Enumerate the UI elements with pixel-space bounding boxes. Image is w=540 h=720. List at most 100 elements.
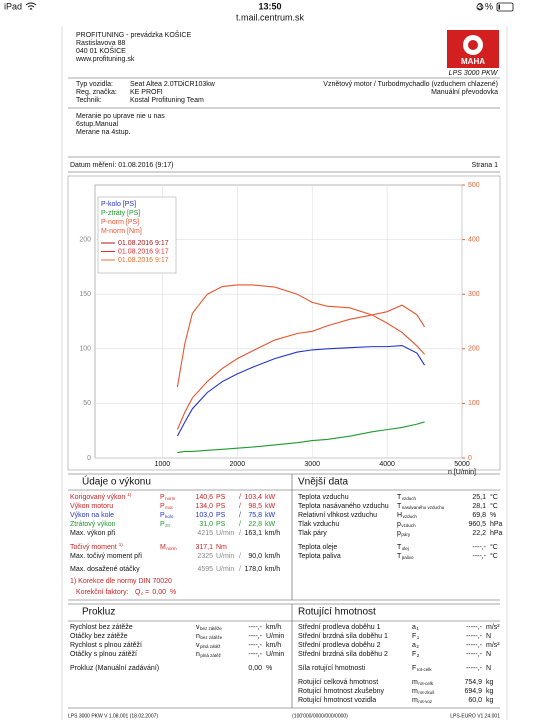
symbol: F <box>412 633 416 640</box>
symbol: H <box>397 512 402 519</box>
row-unit: kg <box>486 679 494 686</box>
symbol-sub: olej <box>402 546 409 551</box>
perf-label: Max. točivý moment při <box>70 553 142 560</box>
row-value: 0,00 <box>248 665 262 672</box>
row-label: Rychlost bez zátěže <box>70 624 133 631</box>
row-unit: km/h <box>266 624 281 631</box>
symbol: n <box>196 651 200 658</box>
y2-tick-label: 0 <box>468 455 472 462</box>
y-tick-label: 150 <box>79 291 91 298</box>
row-label: Teplota paliva <box>298 553 341 560</box>
perf-unit: U/min <box>216 566 234 573</box>
page-number: Strana 1 <box>472 162 499 169</box>
row-value: ----,- <box>248 624 262 631</box>
section-title: Údaje o výkonu <box>82 475 151 488</box>
row-label: Střední brzdná síla doběhu 1 <box>298 633 388 640</box>
x-tick-label: 5000 <box>454 461 470 468</box>
legend-entry: M-norm [Nm] <box>101 228 142 235</box>
vehicle-info: Manuální převodovka <box>431 89 498 96</box>
x-tick-label: 1000 <box>155 461 171 468</box>
symbol-sub: vzduch <box>401 523 416 528</box>
symbol: T <box>397 544 402 551</box>
symbol: P <box>160 521 165 528</box>
separator: / <box>239 512 241 519</box>
company-line: Rastislavova 88 <box>76 40 126 47</box>
field-value: Kostal Profituning Team <box>130 97 204 104</box>
row-unit: m/s² <box>486 642 500 649</box>
perf-unit: kW <box>265 494 276 501</box>
y2-tick-label: 400 <box>468 236 480 243</box>
perf-label: Výkon motoru <box>70 503 113 510</box>
section-title: Vnější data <box>298 477 348 488</box>
separator: / <box>239 530 241 537</box>
perf-unit: U/min <box>216 530 234 537</box>
symbol-sub: norm <box>165 496 176 501</box>
row-unit: N <box>486 665 491 672</box>
perf-value: 178,0 <box>244 566 262 573</box>
symbol: T <box>397 503 402 510</box>
symbol-sub: ztr <box>165 523 171 528</box>
logo-gear-hole <box>468 40 478 50</box>
symbol-sub: c <box>141 591 144 596</box>
perf-value: 90,0 <box>248 553 262 560</box>
row-value: -----,- <box>466 651 483 658</box>
row-value: 22,2 <box>472 530 486 537</box>
legend-entry: P-ztráty [PS] <box>101 210 140 217</box>
footer: LPS-EURO V1.24.001 <box>450 713 500 719</box>
y-tick-label: 0 <box>87 455 91 462</box>
row-label: Otáčky s plnou zátěží <box>70 651 137 658</box>
separator: / <box>239 494 241 501</box>
separator: / <box>239 566 241 573</box>
y2-tick-label: 100 <box>468 400 480 407</box>
note: Merane na 4stup. <box>76 129 131 136</box>
symbol: a <box>412 624 416 631</box>
row-label: Teplota nasávaného vzduchu <box>298 503 389 510</box>
battery-icon <box>496 2 514 12</box>
symbol: P <box>160 503 165 510</box>
lock-icon <box>476 3 484 11</box>
legend-entry: P-kolo [PS] <box>101 201 136 208</box>
footnote-ref: 1) <box>119 542 124 547</box>
row-value: 60,0 <box>468 697 482 704</box>
correction-value: 0,00 <box>152 589 166 596</box>
symbol: p <box>397 530 401 537</box>
field-value: Seat Altea 2.0TDiCR103kw <box>130 81 216 88</box>
perf-unit: U/min <box>216 553 234 560</box>
section-title: Prokluz <box>82 607 115 618</box>
row-unit: °C <box>490 502 498 510</box>
symbol: P <box>160 494 165 501</box>
symbol: v <box>196 624 200 631</box>
row-label: Rotující hmotnost zkušebny <box>298 688 384 695</box>
battery-level: 3 % <box>477 1 493 11</box>
row-value: -----,- <box>466 633 483 640</box>
perf-unit: kW <box>265 521 276 528</box>
symbol: a <box>412 642 416 649</box>
row-value: 754,9 <box>464 679 482 686</box>
symbol: p <box>397 521 401 528</box>
perf-value: 31,0 <box>199 521 213 528</box>
row-unit: % <box>266 665 272 672</box>
perf-unit: PS <box>216 512 226 519</box>
symbol-sub: rot-celk <box>418 681 434 686</box>
row-value: -----,- <box>466 624 483 631</box>
row-value: 694,9 <box>464 688 482 695</box>
legend-run: 01.08.2016 9:17 <box>118 257 169 264</box>
symbol-sub: plná zátěž <box>200 644 221 649</box>
row-value: ----,- <box>472 544 486 551</box>
series-line <box>176 304 426 430</box>
perf-label: Korigovaný výkon <box>70 494 125 501</box>
perf-unit: PS <box>216 521 226 528</box>
symbol: n <box>196 633 200 640</box>
symbol-sub: 2 <box>416 644 419 649</box>
row-label: Střední brzdná síla doběhu 2 <box>298 651 388 658</box>
symbol-sub: rot-celk <box>417 667 433 672</box>
symbol: F <box>412 665 416 672</box>
row-unit: °C <box>490 552 498 560</box>
legend-run: 01.08.2016 9:17 <box>118 240 169 247</box>
row-unit: kg <box>486 697 494 704</box>
row-label: Střední prodleva doběhu 1 <box>298 624 381 631</box>
perf-label: Max. výkon při <box>70 530 116 537</box>
y2-tick-label: 200 <box>468 346 480 353</box>
row-label: Rotující celková hmotnost <box>298 679 378 686</box>
